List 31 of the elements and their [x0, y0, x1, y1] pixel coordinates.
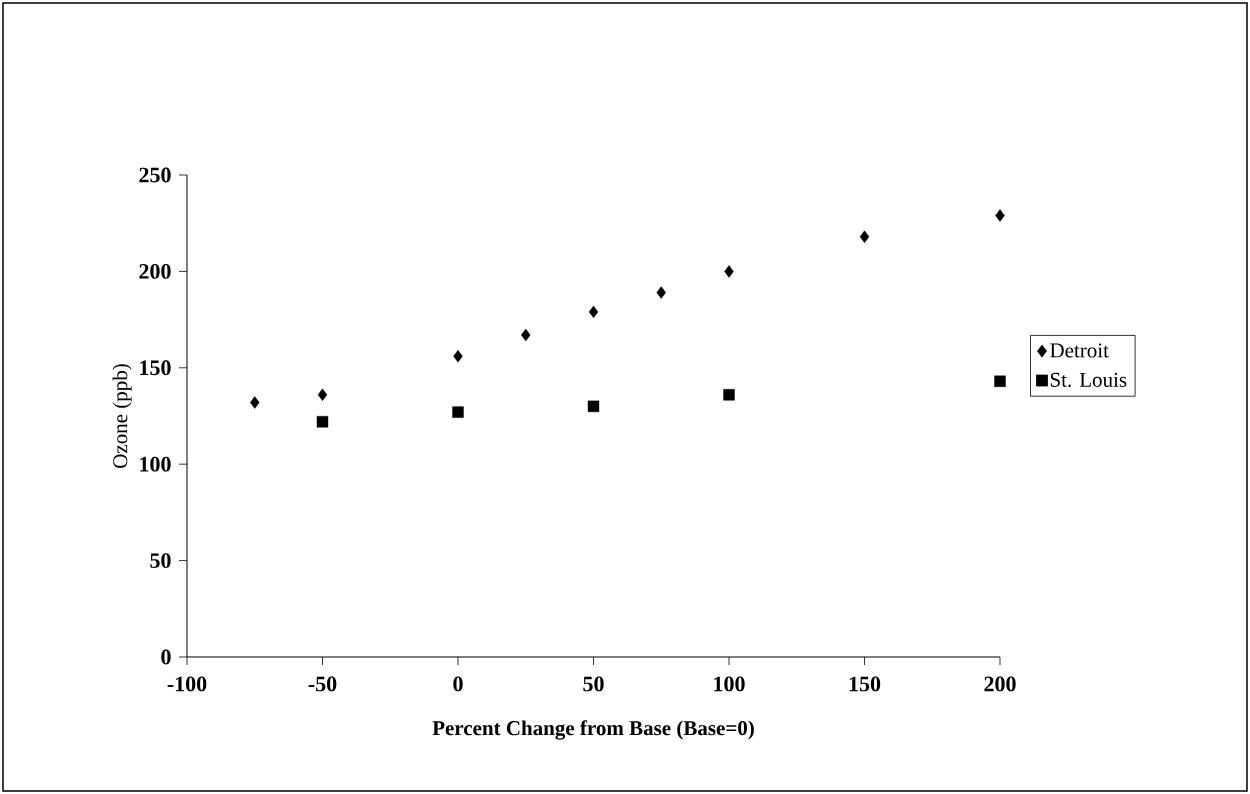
x-tick-label: 200 [984, 676, 1016, 692]
point [723, 389, 735, 401]
point [587, 400, 600, 413]
x-tick-label: 50 [583, 676, 604, 692]
x-tick-label: -100 [167, 676, 207, 692]
point [317, 388, 328, 401]
point [995, 209, 1005, 222]
y-tick-label: 100 [140, 456, 171, 472]
x-tick-label: -50 [308, 676, 337, 692]
point [316, 416, 329, 428]
y-tick-label: 200 [139, 263, 171, 279]
legend-label: St. Louis [1050, 372, 1127, 388]
x-axis-title: Percent Change from Base (Base=0) [432, 720, 754, 740]
point [452, 406, 464, 418]
legend-label: Detroit [1050, 343, 1109, 358]
point [994, 375, 1006, 387]
point [250, 396, 260, 409]
point [656, 286, 666, 299]
point [521, 328, 531, 342]
y-tick-label: 250 [139, 167, 171, 183]
point [453, 350, 463, 363]
y-axis-title: Ozone (ppb) [112, 364, 132, 468]
x-tick-label: 150 [849, 676, 881, 692]
y-tick-label: 150 [140, 360, 171, 376]
point [588, 305, 599, 319]
x-tick-label: 0 [453, 676, 463, 692]
y-tick-label: 50 [150, 553, 171, 569]
y-tick-label: 0 [161, 649, 171, 665]
x-tick-label: 100 [714, 676, 745, 692]
point [724, 265, 734, 278]
point [859, 230, 870, 243]
